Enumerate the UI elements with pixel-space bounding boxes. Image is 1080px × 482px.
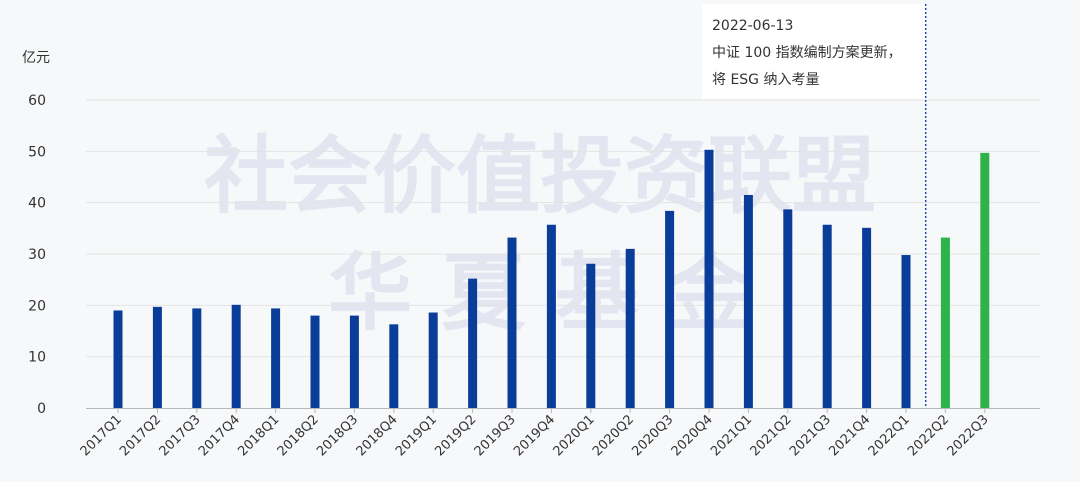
x-tick-label: 2021Q2 — [748, 412, 795, 459]
annotation-date: 2022-06-13 — [712, 18, 793, 34]
x-tick-label: 2018Q1 — [235, 412, 282, 459]
bar-2019Q1 — [428, 312, 438, 408]
x-tick-label: 2022Q1 — [866, 412, 913, 459]
bar-2021Q3 — [822, 224, 832, 408]
annotation: 2022-06-13 中证 100 指数编制方案更新， 将 ESG 纳入考量 — [702, 4, 926, 99]
x-tick-label: 2020Q2 — [590, 412, 637, 459]
x-tick-label: 2018Q2 — [275, 412, 322, 459]
x-tick-label: 2020Q3 — [629, 412, 676, 459]
y-tick-label: 10 — [28, 350, 46, 366]
annotation-box — [702, 4, 926, 99]
x-tick-label: 2022Q3 — [945, 412, 992, 459]
y-tick-label: 50 — [28, 144, 46, 160]
bar-2020Q3 — [665, 210, 675, 408]
bar-2018Q1 — [271, 308, 281, 408]
x-tick-label: 2021Q4 — [826, 412, 873, 459]
x-tick-label: 2019Q2 — [432, 412, 479, 459]
x-tick-label: 2021Q3 — [787, 412, 834, 459]
annotation-line-1: 中证 100 指数编制方案更新， — [712, 44, 902, 61]
bar-2019Q4 — [546, 224, 556, 408]
bar-2020Q2 — [625, 248, 635, 408]
watermark: 社会价值投资联盟 华 夏 基 金 — [204, 127, 876, 342]
x-tick-label: 2017Q3 — [157, 412, 204, 459]
y-axis: 0 10 20 30 40 50 60 — [28, 93, 46, 417]
x-tick-label: 2018Q3 — [314, 412, 361, 459]
bar-2017Q1 — [113, 310, 123, 408]
x-tick-label: 2020Q4 — [669, 412, 716, 459]
bar-2018Q3 — [349, 315, 359, 408]
y-tick-label: 0 — [37, 401, 46, 417]
bar-2019Q3 — [507, 237, 517, 408]
x-tick-label: 2017Q1 — [78, 412, 125, 459]
bar-2020Q1 — [586, 263, 596, 408]
y-tick-label: 30 — [28, 247, 46, 263]
bar-2022Q1 — [901, 255, 911, 408]
grid-lines — [86, 99, 1040, 358]
bar-2017Q2 — [152, 306, 162, 408]
bar-2018Q4 — [389, 324, 399, 408]
y-tick-label: 60 — [28, 93, 46, 109]
bar-2021Q4 — [862, 227, 872, 408]
x-tick-label: 2021Q1 — [708, 412, 755, 459]
x-tick-label: 2019Q3 — [472, 412, 519, 459]
bar-2020Q4 — [704, 149, 714, 408]
watermark-line-1: 社会价值投资联盟 — [204, 127, 876, 225]
bar-2017Q4 — [231, 304, 241, 408]
y-tick-label: 20 — [28, 298, 46, 314]
bar-2019Q2 — [468, 278, 478, 408]
x-tick-label: 2020Q1 — [551, 412, 598, 459]
y-tick-label: 40 — [28, 196, 46, 212]
x-tick-label: 2019Q4 — [511, 412, 558, 459]
x-tick-label: 2019Q1 — [393, 412, 440, 459]
watermark-line-2: 华 夏 基 金 — [328, 244, 753, 342]
bar-2021Q2 — [783, 209, 793, 408]
bar-2017Q3 — [192, 308, 202, 408]
bar-2022Q2 — [940, 237, 950, 408]
bars — [113, 149, 990, 408]
x-tick-label: 2022Q2 — [905, 412, 952, 459]
bar-2021Q1 — [743, 194, 753, 408]
x-tick-label: 2017Q2 — [117, 412, 164, 459]
x-tick-label: 2017Q4 — [196, 412, 243, 459]
x-axis: 2017Q12017Q22017Q32017Q42018Q12018Q22018… — [78, 408, 992, 459]
bar-2018Q2 — [310, 315, 320, 408]
x-tick-label: 2018Q4 — [354, 412, 401, 459]
annotation-line-2: 将 ESG 纳入考量 — [712, 72, 819, 88]
y-axis-unit: 亿元 — [22, 50, 50, 66]
bar-2022Q3 — [980, 152, 990, 408]
